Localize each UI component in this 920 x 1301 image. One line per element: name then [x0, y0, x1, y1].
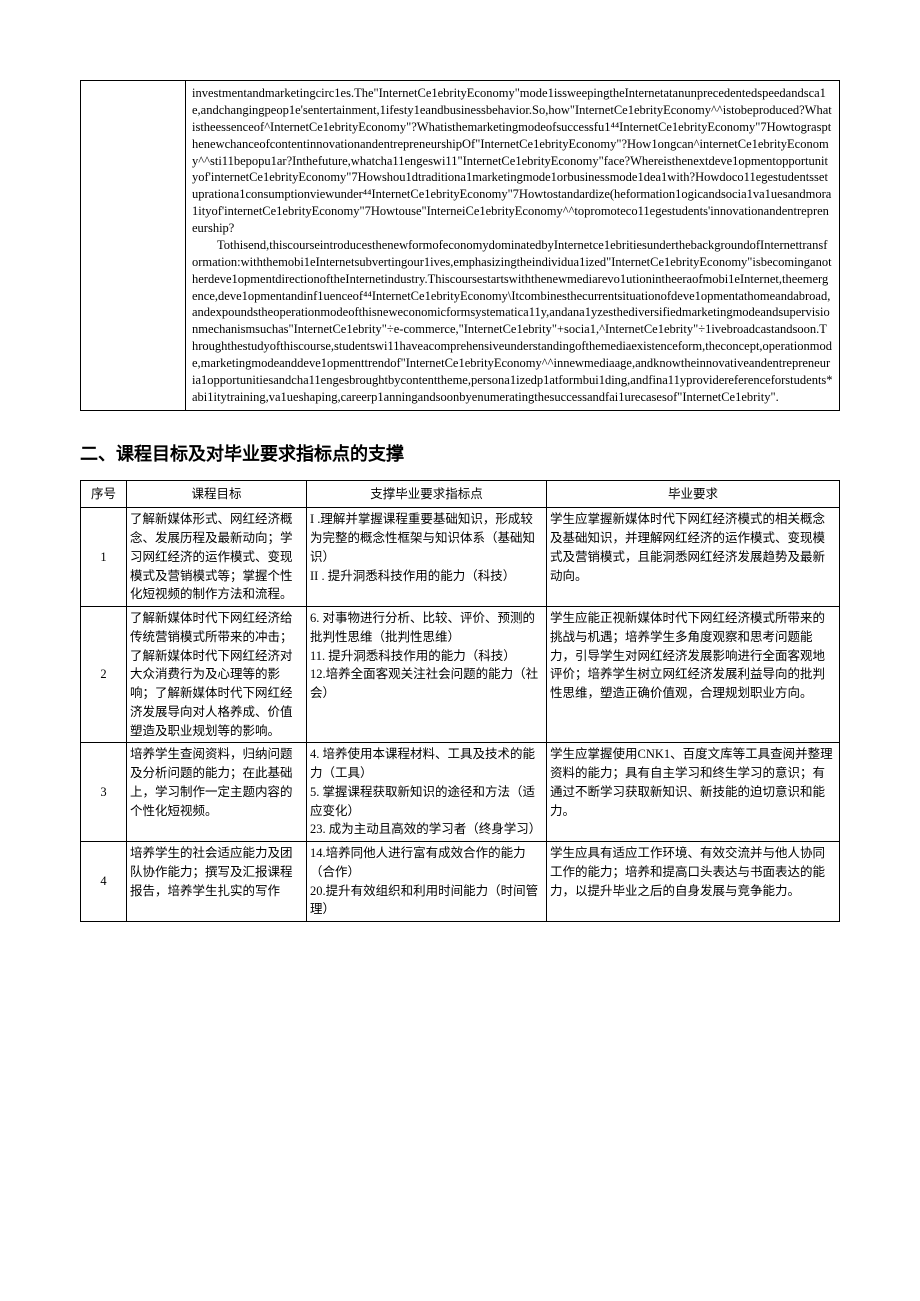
table-row: 1 了解新媒体形式、网红经济概念、发展历程及最新动向；学习网红经济的运作模式、变…: [81, 508, 840, 607]
requirements-table: 序号 课程目标 支撑毕业要求指标点 毕业要求 1 了解新媒体形式、网红经济概念、…: [80, 480, 840, 923]
header-objective: 课程目标: [127, 480, 307, 508]
cell-num: 2: [81, 607, 127, 743]
cell-requirement: 学生应能正视新媒体时代下网红经济模式所带来的挑战与机遇；培养学生多角度观察和思考…: [547, 607, 840, 743]
cell-indicator: 14.培养同他人进行富有成效合作的能力（合作） 20.提升有效组织和利用时间能力…: [307, 842, 547, 922]
cell-num: 1: [81, 508, 127, 607]
english-paragraph-2: Tothisend,thiscourseintroducesthenewform…: [192, 237, 833, 406]
header-indicator: 支撑毕业要求指标点: [307, 480, 547, 508]
cell-indicator: 4. 培养使用本课程材料、工具及技术的能力（工具） 5. 掌握课程获取新知识的途…: [307, 743, 547, 842]
cell-indicator: I .理解并掌握课程重要基础知识，形成较为完整的概念性框架与知识体系（基础知识）…: [307, 508, 547, 607]
table-row: 3 培养学生查阅资料，归纳问题及分析问题的能力；在此基础上，学习制作一定主题内容…: [81, 743, 840, 842]
cell-requirement: 学生应掌握新媒体时代下网红经济模式的相关概念及基础知识，并理解网红经济的运作模式…: [547, 508, 840, 607]
description-left-cell: [81, 81, 186, 411]
english-description: investmentandmarketingcirc1es.The"Intern…: [192, 85, 833, 406]
description-table: investmentandmarketingcirc1es.The"Intern…: [80, 80, 840, 411]
cell-objective: 了解新媒体形式、网红经济概念、发展历程及最新动向；学习网红经济的运作模式、变现模…: [127, 508, 307, 607]
cell-objective: 培养学生的社会适应能力及团队协作能力；撰写及汇报课程报告，培养学生扎实的写作: [127, 842, 307, 922]
header-requirement: 毕业要求: [547, 480, 840, 508]
cell-objective: 培养学生查阅资料，归纳问题及分析问题的能力；在此基础上，学习制作一定主题内容的个…: [127, 743, 307, 842]
cell-num: 3: [81, 743, 127, 842]
description-content-cell: investmentandmarketingcirc1es.The"Intern…: [186, 81, 840, 411]
header-num: 序号: [81, 480, 127, 508]
cell-requirement: 学生应具有适应工作环境、有效交流并与他人协同工作的能力；培养和提高口头表达与书面…: [547, 842, 840, 922]
cell-indicator: 6. 对事物进行分析、比较、评价、预测的批判性思维（批判性思维） 11. 提升洞…: [307, 607, 547, 743]
cell-requirement: 学生应掌握使用CNK1、百度文库等工具查阅并整理资料的能力；具有自主学习和终生学…: [547, 743, 840, 842]
cell-num: 4: [81, 842, 127, 922]
table-row: 4 培养学生的社会适应能力及团队协作能力；撰写及汇报课程报告，培养学生扎实的写作…: [81, 842, 840, 922]
section-heading: 二、课程目标及对毕业要求指标点的支撑: [80, 441, 840, 468]
table-row: 2 了解新媒体时代下网红经济给传统营销模式所带来的冲击；了解新媒体时代下网红经济…: [81, 607, 840, 743]
cell-objective: 了解新媒体时代下网红经济给传统营销模式所带来的冲击；了解新媒体时代下网红经济对大…: [127, 607, 307, 743]
table-header-row: 序号 课程目标 支撑毕业要求指标点 毕业要求: [81, 480, 840, 508]
english-paragraph-1: investmentandmarketingcirc1es.The"Intern…: [192, 85, 833, 237]
